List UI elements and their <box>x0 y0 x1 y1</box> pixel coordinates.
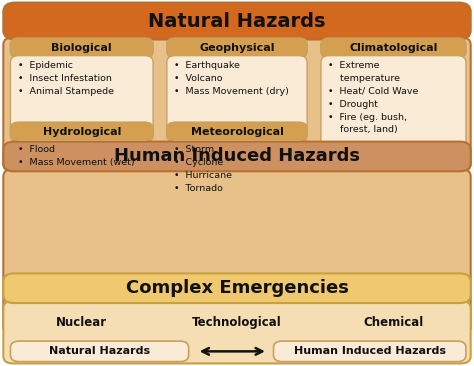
Text: •  Flood
•  Mass Movement (wet): • Flood • Mass Movement (wet) <box>18 145 134 167</box>
Text: Chemical: Chemical <box>363 315 424 329</box>
FancyBboxPatch shape <box>321 56 466 169</box>
Text: Technological: Technological <box>192 315 282 329</box>
Text: Hydrological: Hydrological <box>43 127 121 137</box>
FancyBboxPatch shape <box>10 56 153 140</box>
FancyBboxPatch shape <box>3 273 471 303</box>
FancyBboxPatch shape <box>3 37 471 171</box>
FancyBboxPatch shape <box>3 169 471 334</box>
Text: •  Epidemic
•  Insect Infestation
•  Animal Stampede: • Epidemic • Insect Infestation • Animal… <box>18 61 114 96</box>
FancyBboxPatch shape <box>3 3 471 40</box>
FancyBboxPatch shape <box>10 140 153 169</box>
FancyBboxPatch shape <box>10 312 153 332</box>
Text: •  Earthquake
•  Volcano
•  Mass Movement (dry): • Earthquake • Volcano • Mass Movement (… <box>174 61 289 96</box>
Text: Climatological: Climatological <box>349 43 438 53</box>
Text: Biological: Biological <box>52 43 112 53</box>
Text: •  Extreme
    temperature
•  Heat/ Cold Wave
•  Drought
•  Fire (eg. bush,
    : • Extreme temperature • Heat/ Cold Wave … <box>328 61 419 134</box>
FancyBboxPatch shape <box>321 38 466 58</box>
FancyBboxPatch shape <box>10 341 189 362</box>
FancyBboxPatch shape <box>10 38 153 58</box>
FancyBboxPatch shape <box>167 122 307 142</box>
FancyBboxPatch shape <box>3 142 471 171</box>
FancyBboxPatch shape <box>167 56 307 140</box>
FancyBboxPatch shape <box>273 341 466 362</box>
FancyBboxPatch shape <box>10 122 153 142</box>
Text: Human Induced Hazards: Human Induced Hazards <box>114 147 360 165</box>
Text: Meteorological: Meteorological <box>191 127 283 137</box>
Text: Geophysical: Geophysical <box>199 43 275 53</box>
Text: Complex Emergencies: Complex Emergencies <box>126 279 348 297</box>
Text: Nuclear: Nuclear <box>56 315 107 329</box>
Text: Natural Hazards: Natural Hazards <box>49 346 150 356</box>
Text: Human Induced Hazards: Human Induced Hazards <box>294 346 446 356</box>
FancyBboxPatch shape <box>321 312 466 332</box>
FancyBboxPatch shape <box>167 140 307 169</box>
FancyBboxPatch shape <box>3 301 471 363</box>
Text: Natural Hazards: Natural Hazards <box>148 12 326 30</box>
FancyBboxPatch shape <box>167 38 307 58</box>
Text: •  Storm
•  Cyclone
•  Hurricane
•  Tornado: • Storm • Cyclone • Hurricane • Tornado <box>174 145 232 193</box>
FancyBboxPatch shape <box>167 312 307 332</box>
